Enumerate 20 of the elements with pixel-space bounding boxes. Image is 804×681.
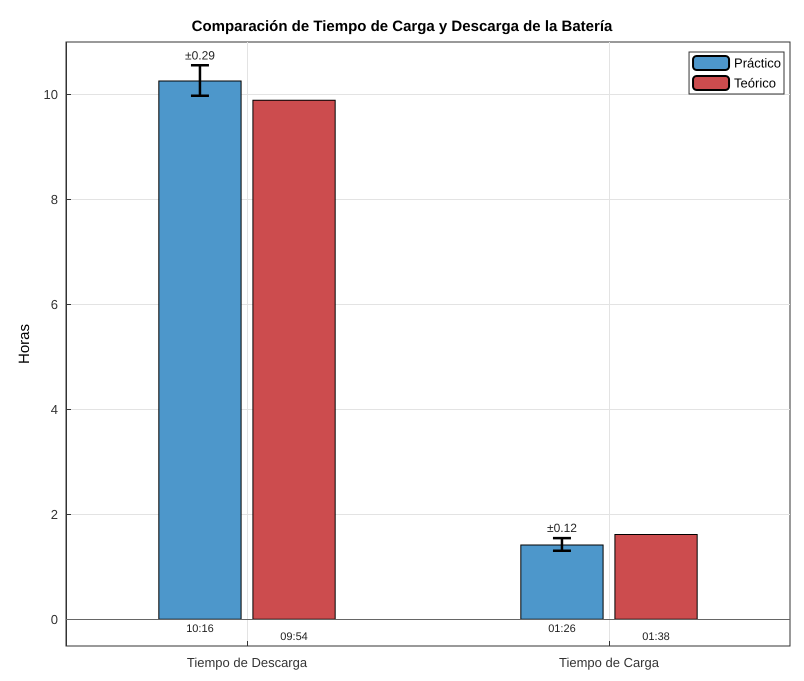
y-tick-label: 8 (50, 192, 58, 208)
data-label: 10:16 (186, 623, 214, 636)
x-tick-label: Tiempo de Carga (559, 655, 660, 670)
annotation: ±0.29 (184, 48, 216, 62)
data-label: 01:38 (642, 631, 670, 644)
bar (614, 534, 698, 620)
y-axis-title: Horas (16, 324, 33, 364)
y-tick-label: 2 (50, 507, 58, 522)
legend-label: Práctico (734, 56, 782, 70)
y-tick-label: 10 (44, 87, 58, 102)
y-tick-label: 6 (50, 297, 58, 312)
legend-label: Teórico (734, 76, 776, 90)
annotation: ±0.12 (546, 521, 578, 536)
data-label: 01:26 (548, 623, 576, 636)
data-label: 09:54 (280, 631, 308, 644)
x-tick-label: Tiempo de Descarga (186, 655, 308, 670)
y-tick-label: 4 (50, 402, 58, 418)
y-tick-label: 0 (50, 612, 58, 628)
chart-title: Comparación de Tiempo de Carga y Descarga de la Batería (192, 18, 614, 35)
bar (252, 100, 336, 620)
